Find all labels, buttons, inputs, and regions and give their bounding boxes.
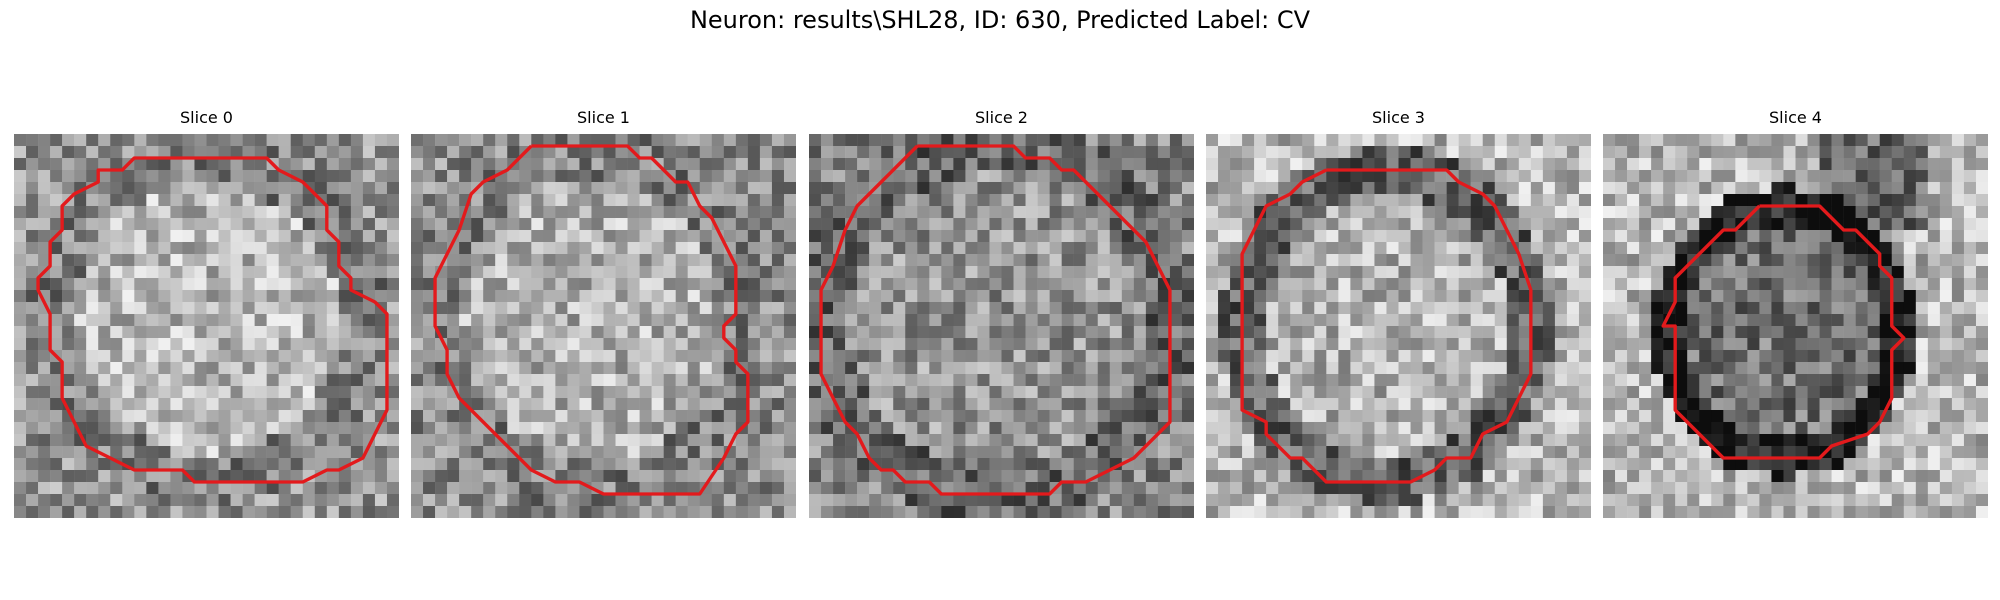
slice-title: Slice 1 xyxy=(577,108,630,127)
segmentation-contour xyxy=(1240,168,1533,484)
slice-image xyxy=(1206,134,1591,518)
slice-title: Slice 4 xyxy=(1769,108,1822,127)
slice-title: Slice 2 xyxy=(975,108,1028,127)
slice-panel-2: Slice 2 xyxy=(809,108,1194,518)
slice-panel-4: Slice 4 xyxy=(1603,108,1988,518)
figure-title: Neuron: results\SHL28, ID: 630, Predicte… xyxy=(689,6,1311,34)
slice-image xyxy=(1603,134,1988,518)
segmentation-contour xyxy=(1661,204,1906,460)
segmentation-contour xyxy=(36,156,389,484)
slice-image xyxy=(809,134,1194,518)
slice-panel-3: Slice 3 xyxy=(1206,108,1591,518)
slice-panel-0: Slice 0 xyxy=(14,108,399,518)
slice-image xyxy=(14,134,399,518)
slice-image xyxy=(411,134,796,518)
segmentation-contour xyxy=(819,144,1172,496)
slice-title: Slice 3 xyxy=(1372,108,1425,127)
slice-panel-1: Slice 1 xyxy=(411,108,796,518)
segmentation-contour xyxy=(433,144,750,496)
slice-title: Slice 0 xyxy=(180,108,233,127)
